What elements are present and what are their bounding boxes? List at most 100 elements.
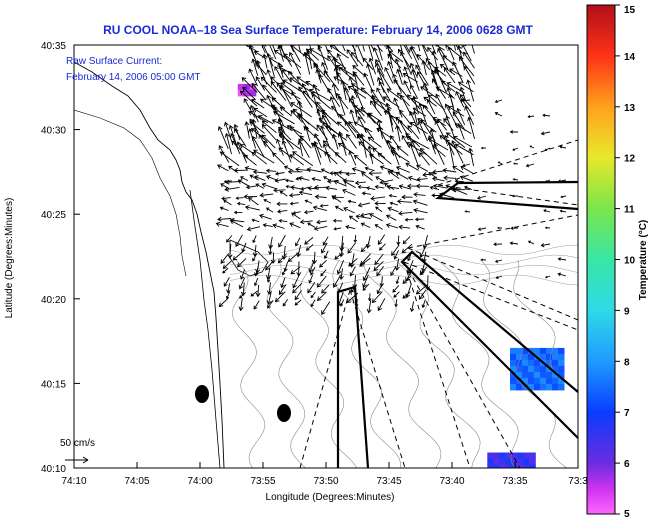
current-vector <box>331 195 342 203</box>
current-vector <box>262 84 277 103</box>
current-vector <box>391 146 400 166</box>
current-vector <box>341 45 346 52</box>
current-vector <box>396 68 403 85</box>
colorbar <box>586 4 616 515</box>
current-vector <box>377 45 383 61</box>
current-vector <box>375 206 383 213</box>
coverage-edge <box>407 214 578 249</box>
current-vector <box>272 223 285 229</box>
current-vector <box>495 275 503 279</box>
coverage-edge <box>403 261 521 468</box>
sst-cell <box>487 464 494 468</box>
current-vector <box>278 234 286 248</box>
colorbar-tick-label: 13 <box>624 103 636 114</box>
current-vector <box>225 291 231 300</box>
sst-cell <box>510 383 517 391</box>
current-vector <box>297 114 319 132</box>
current-vector <box>323 70 340 91</box>
coastline-layer <box>74 61 291 468</box>
sst-cell <box>552 377 559 385</box>
current-vector <box>346 49 359 67</box>
current-vector <box>259 192 274 198</box>
sst-cell <box>522 365 529 373</box>
sst-cell <box>499 458 506 465</box>
current-vector <box>384 66 394 84</box>
current-vector <box>392 285 400 293</box>
colorbar-tick-label: 14 <box>624 52 636 63</box>
current-vector <box>369 153 384 165</box>
current-vector <box>525 163 535 168</box>
current-vector <box>370 88 386 110</box>
current-vector <box>372 47 384 70</box>
current-vector <box>254 266 259 277</box>
current-vector <box>464 210 471 213</box>
current-vector <box>370 45 375 51</box>
current-vector <box>290 45 301 62</box>
current-vector <box>338 66 358 84</box>
current-vector <box>396 199 412 205</box>
current-vector <box>250 290 258 297</box>
current-vector <box>398 184 412 190</box>
current-vector <box>252 169 268 175</box>
current-vector <box>299 219 313 225</box>
current-vector <box>461 98 471 103</box>
current-vector <box>311 251 317 265</box>
current-vector <box>251 82 267 101</box>
current-vector <box>278 133 301 150</box>
current-vector <box>454 45 456 51</box>
current-vector <box>233 167 248 173</box>
current-vector <box>399 45 403 53</box>
current-vector <box>254 175 266 182</box>
current-vector <box>233 123 241 141</box>
current-vector <box>244 165 257 171</box>
current-vector <box>385 223 399 229</box>
current-vector <box>336 121 349 133</box>
current-vector <box>348 150 357 166</box>
current-vector <box>313 62 331 83</box>
current-vector <box>358 141 375 158</box>
sst-layer <box>237 83 565 468</box>
sst-cell <box>534 383 541 391</box>
depth-contour <box>363 259 442 468</box>
current-vector <box>274 171 285 176</box>
current-vector <box>225 179 241 185</box>
current-vector <box>350 51 364 67</box>
sst-cell <box>528 365 535 373</box>
sst-cell <box>517 464 524 468</box>
current-vector <box>393 250 399 260</box>
current-vector <box>377 67 392 91</box>
current-vector <box>389 201 399 206</box>
current-vector <box>308 274 314 284</box>
sst-cell <box>529 464 536 468</box>
current-vector <box>369 100 382 117</box>
current-vector <box>407 125 420 140</box>
current-vector <box>266 292 272 305</box>
current-vector <box>412 199 428 206</box>
depth-contour <box>300 259 358 468</box>
current-vector <box>392 73 402 93</box>
current-vector <box>243 194 258 200</box>
current-vector <box>557 257 567 261</box>
current-vector <box>463 51 475 69</box>
current-vector <box>390 115 403 134</box>
current-vector <box>396 92 410 107</box>
depth-contour <box>229 244 578 256</box>
current-vector <box>226 235 233 243</box>
current-vector <box>292 151 314 167</box>
sst-cell <box>552 371 559 379</box>
x-tick-label: 74:10 <box>61 476 86 487</box>
current-vector <box>368 57 377 75</box>
current-vector <box>494 112 503 117</box>
current-vector <box>276 209 288 214</box>
y-tick-label: 40:35 <box>41 41 66 52</box>
current-vector <box>316 108 323 124</box>
current-vector <box>471 45 475 54</box>
current-vector <box>291 212 301 220</box>
sst-cell <box>511 458 518 465</box>
current-vector <box>325 45 329 52</box>
current-vector <box>312 205 328 212</box>
buoy-marker <box>277 404 291 422</box>
current-vector <box>374 201 386 206</box>
sst-cell <box>510 365 517 373</box>
current-vector <box>266 274 271 283</box>
